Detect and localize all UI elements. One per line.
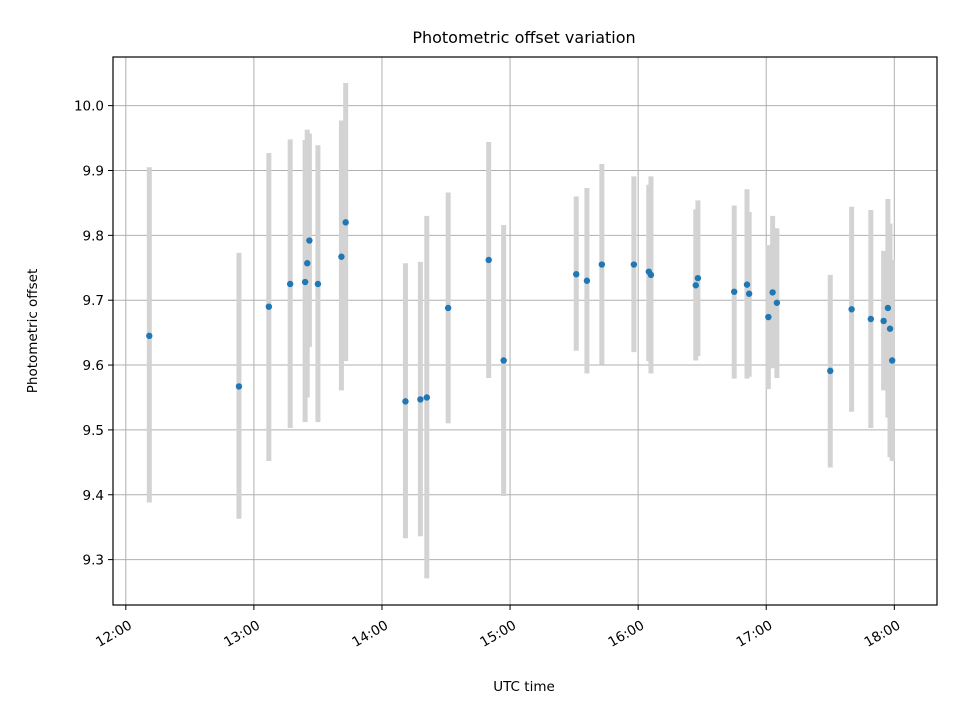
y-tick-label: 9.5 xyxy=(83,423,104,439)
data-point xyxy=(880,317,887,325)
y-tick-label: 9.4 xyxy=(83,488,104,504)
x-tick-label: 13:00 xyxy=(221,617,263,650)
data-point xyxy=(146,332,153,340)
chart-title: Photometric offset variation xyxy=(412,28,635,47)
data-point xyxy=(444,304,452,312)
data-point xyxy=(745,290,753,297)
data-point xyxy=(235,383,243,390)
data-point xyxy=(583,277,591,284)
data-point xyxy=(306,237,313,244)
y-axis: 9.3 9.4 9.5 9.6 9.7 9.8 9.9 10.0 xyxy=(74,99,113,569)
data-point xyxy=(423,394,431,401)
data-point xyxy=(342,219,349,226)
data-point xyxy=(765,313,772,321)
data-point xyxy=(647,271,655,279)
data-point xyxy=(485,256,492,264)
data-point xyxy=(630,261,638,268)
x-tick-label: 14:00 xyxy=(349,617,391,650)
x-axis-label: UTC time xyxy=(493,679,555,695)
y-tick-label: 9.9 xyxy=(83,163,104,179)
data-point xyxy=(402,398,409,405)
x-tick-label: 17:00 xyxy=(734,617,776,650)
x-tick-label: 18:00 xyxy=(862,617,904,650)
data-point xyxy=(573,271,580,278)
data-point xyxy=(301,278,309,286)
data-point xyxy=(314,280,322,288)
y-tick-label: 10.0 xyxy=(74,99,104,115)
data-point xyxy=(500,357,507,364)
data-point xyxy=(769,289,776,296)
data-points xyxy=(146,219,896,405)
y-tick-label: 9.7 xyxy=(83,293,104,309)
error-bars xyxy=(146,82,895,579)
data-point xyxy=(867,315,875,323)
data-point xyxy=(417,396,424,403)
data-point xyxy=(886,325,894,332)
data-point xyxy=(304,260,311,267)
data-point xyxy=(743,281,751,288)
data-point xyxy=(848,306,855,313)
plot-frame xyxy=(112,56,938,606)
x-tick-label: 12:00 xyxy=(93,617,135,650)
x-tick-label: 16:00 xyxy=(606,617,648,650)
data-point xyxy=(265,303,273,310)
y-tick-label: 9.3 xyxy=(83,553,104,569)
data-point xyxy=(773,299,781,306)
data-point xyxy=(884,304,892,312)
x-axis: 12:00 13:00 14:00 15:00 16:00 17:00 18:00 xyxy=(93,605,903,651)
y-tick-label: 9.6 xyxy=(83,358,104,374)
data-point xyxy=(598,261,606,268)
data-point xyxy=(694,274,702,282)
data-point xyxy=(286,280,294,288)
y-axis-label: Photometric offset xyxy=(25,269,41,393)
y-tick-label: 9.8 xyxy=(83,228,104,244)
data-point xyxy=(692,282,699,289)
data-point xyxy=(827,367,834,375)
data-point xyxy=(338,253,345,260)
data-point xyxy=(888,357,896,364)
data-point xyxy=(731,288,738,295)
x-tick-label: 15:00 xyxy=(477,617,519,650)
